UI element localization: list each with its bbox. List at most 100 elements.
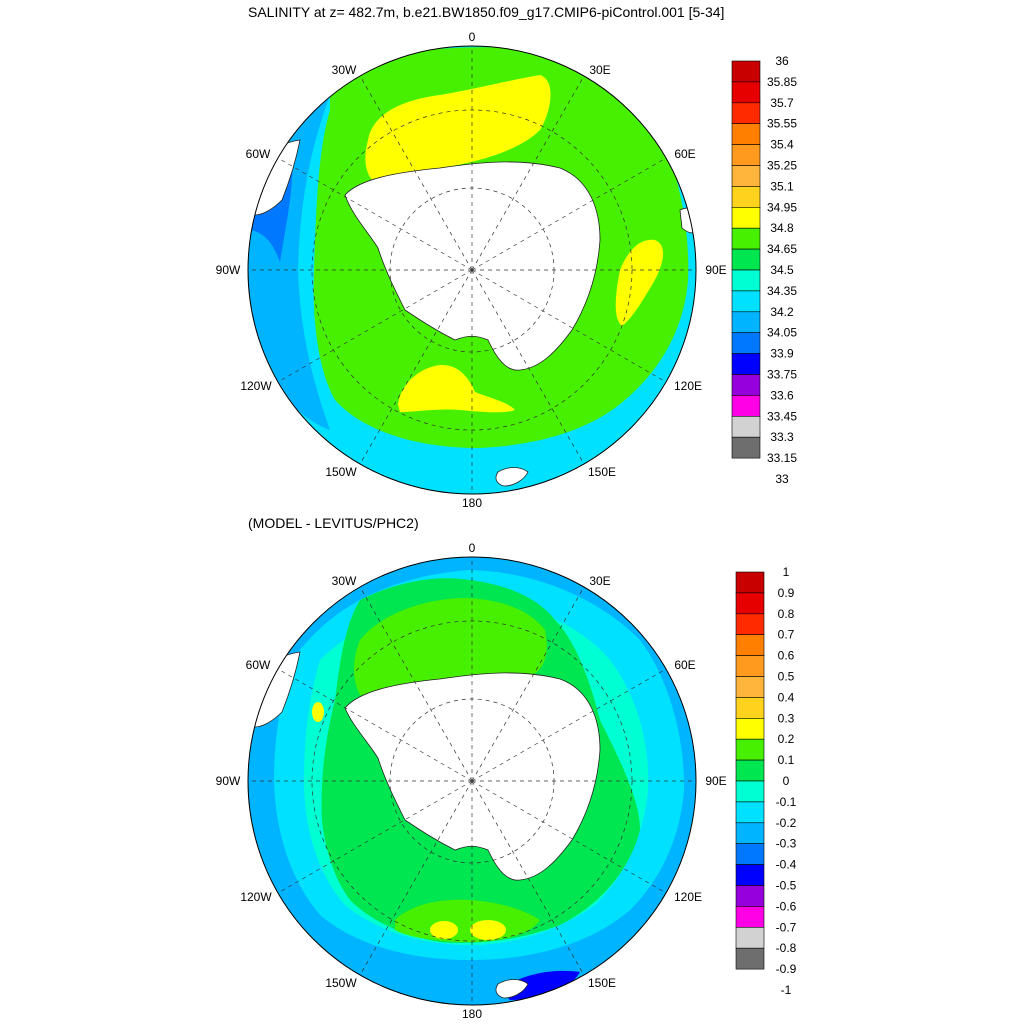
top-colorbar-label: 35.55 bbox=[767, 117, 797, 131]
top-lon-label: 90W bbox=[216, 263, 241, 277]
top-colorbar-swatch bbox=[731, 186, 761, 208]
top-colorbar-label: 35.4 bbox=[770, 138, 794, 152]
top-lon-label: 150E bbox=[588, 465, 616, 479]
top-colorbar-swatch bbox=[731, 290, 761, 313]
top-colorbar-label: 35.1 bbox=[770, 179, 794, 193]
top-colorbar-swatch bbox=[731, 207, 761, 229]
bottom-longitude-labels: 0 30E 60E 90E 120E 150E 180 150W 120W 90… bbox=[216, 541, 727, 1021]
top-colorbar-swatch bbox=[731, 81, 761, 104]
bottom-colorbar-swatch bbox=[735, 613, 765, 635]
bottom-lon-label: 30E bbox=[589, 574, 610, 588]
top-colorbar-swatch bbox=[731, 102, 761, 125]
top-land-australia-edge bbox=[679, 207, 696, 234]
top-colorbar-swatch bbox=[731, 374, 761, 396]
top-colorbar-label: 33 bbox=[775, 472, 789, 486]
bottom-colorbar-label: -0.9 bbox=[776, 962, 797, 976]
top-field-34-8-weddell bbox=[365, 75, 551, 182]
bottom-colorbar-swatch bbox=[735, 759, 765, 782]
bottom-map-border bbox=[247, 556, 697, 1006]
top-colorbar-swatch bbox=[731, 311, 761, 333]
bottom-colorbar-swatch bbox=[735, 634, 765, 656]
top-colorbar-label: 34.5 bbox=[770, 263, 794, 277]
top-colorbar-label: 34.95 bbox=[767, 200, 797, 214]
bottom-difference-field bbox=[248, 557, 696, 1005]
top-lon-label: 30E bbox=[589, 63, 610, 77]
top-field-34-8-ross bbox=[398, 364, 515, 413]
top-colorbar-swatch bbox=[731, 123, 761, 145]
top-lon-label: 0 bbox=[469, 30, 476, 44]
bottom-lon-label: 0 bbox=[469, 541, 476, 555]
bottom-colorbar-label: 0 bbox=[783, 774, 790, 788]
top-salinity-field bbox=[248, 46, 696, 494]
top-polar-map: 0 30E 60E 90E 120E 150E 180 150W 120W 90… bbox=[216, 30, 727, 510]
bottom-colorbar-swatch bbox=[735, 947, 765, 970]
top-lon-label: 180 bbox=[462, 496, 482, 510]
bottom-lon-label: 30W bbox=[332, 574, 357, 588]
top-lon-label: 60E bbox=[674, 147, 695, 161]
top-map-title: SALINITY at z= 482.7m, b.e21.BW1850.f09_… bbox=[248, 4, 725, 20]
bottom-colorbar-label: -0.2 bbox=[776, 816, 797, 830]
bottom-colorbar-label: -0.6 bbox=[776, 899, 797, 913]
bottom-lon-label: 90E bbox=[705, 774, 726, 788]
top-lon-label: 90E bbox=[705, 263, 726, 277]
top-colorbar-label: 33.6 bbox=[770, 388, 794, 402]
bottom-lon-label: 60W bbox=[246, 658, 271, 672]
bottom-meridians bbox=[248, 557, 696, 1005]
bottom-colorbar-label: 0.3 bbox=[778, 711, 795, 725]
bottom-colorbar-swatch bbox=[735, 801, 765, 824]
top-colorbar-swatch bbox=[731, 227, 761, 250]
bottom-field-0-3-a bbox=[430, 921, 458, 939]
bottom-colorbar-swatch bbox=[735, 822, 765, 844]
bottom-land-new-zealand bbox=[495, 979, 529, 999]
bottom-colorbar-label: 0.6 bbox=[778, 649, 795, 663]
bottom-colorbar-label: -0.3 bbox=[776, 837, 797, 851]
bottom-colorbar-label: -0.8 bbox=[776, 941, 797, 955]
bottom-colorbar-swatch bbox=[735, 906, 765, 928]
top-colorbar-label: 34.8 bbox=[770, 221, 794, 235]
top-lon-label: 30W bbox=[332, 63, 357, 77]
bottom-colorbar-swatch bbox=[735, 697, 765, 719]
bottom-map-title: (MODEL - LEVITUS/PHC2) bbox=[248, 515, 419, 531]
top-lon-label: 150W bbox=[325, 465, 357, 479]
top-colorbar-swatch bbox=[731, 436, 761, 459]
top-colorbar-label: 34.05 bbox=[767, 326, 797, 340]
top-colorbar-swatch bbox=[731, 269, 761, 292]
top-colorbar-label: 34.35 bbox=[767, 284, 797, 298]
bottom-colorbar-label: 0.2 bbox=[778, 732, 795, 746]
bottom-lon-label: 120E bbox=[674, 890, 702, 904]
bottom-colorbar-label: 0.5 bbox=[778, 670, 795, 684]
top-land-new-zealand bbox=[495, 467, 529, 487]
top-colorbar-label: 35.25 bbox=[767, 159, 797, 173]
bottom-colorbar-swatch bbox=[735, 738, 765, 761]
top-colorbar-swatch bbox=[731, 332, 761, 354]
bottom-colorbar-label: -0.7 bbox=[776, 920, 797, 934]
bottom-land-antarctica bbox=[344, 672, 601, 881]
bottom-lon-label: 180 bbox=[462, 1007, 482, 1021]
bottom-colorbar-swatch bbox=[735, 780, 765, 803]
top-longitude-labels: 0 30E 60E 90E 120E 150E 180 150W 120W 90… bbox=[216, 30, 727, 510]
top-field-34-8-east bbox=[615, 239, 664, 326]
bottom-colorbar-label: 0.1 bbox=[778, 753, 795, 767]
top-colorbar-label: 33.3 bbox=[770, 430, 794, 444]
top-colorbar-swatch bbox=[731, 165, 761, 187]
bottom-colorbar-label: 1 bbox=[783, 565, 790, 579]
bottom-colorbar-swatch bbox=[735, 571, 765, 594]
bottom-field-0-3-c bbox=[312, 702, 324, 722]
bottom-colorbar-swatch bbox=[735, 843, 765, 865]
bottom-polar-map: 0 30E 60E 90E 120E 150E 180 150W 120W 90… bbox=[216, 541, 727, 1021]
top-colorbar-swatch bbox=[731, 395, 761, 417]
top-colorbar-label: 36 bbox=[775, 54, 789, 68]
bottom-colorbar-swatch bbox=[735, 717, 765, 740]
top-lon-label: 60W bbox=[246, 147, 271, 161]
bottom-lon-label: 90W bbox=[216, 774, 241, 788]
top-map-border bbox=[247, 45, 697, 495]
top-colorbar-label: 33.15 bbox=[767, 451, 797, 465]
top-colorbar-label: 33.9 bbox=[770, 347, 794, 361]
bottom-colorbar: 1 0.9 0.8 0.7 0.6 0.5 0.4 0.3 0.2 0.1 0 -0.1 -0.2 -0.… bbox=[735, 565, 797, 997]
bottom-field-0-1-weddell bbox=[354, 598, 547, 698]
top-colorbar-label: 35.7 bbox=[770, 96, 794, 110]
top-colorbar-label: 34.65 bbox=[767, 242, 797, 256]
top-colorbar-swatch bbox=[731, 60, 761, 83]
bottom-colorbar-label: -0.1 bbox=[776, 795, 797, 809]
